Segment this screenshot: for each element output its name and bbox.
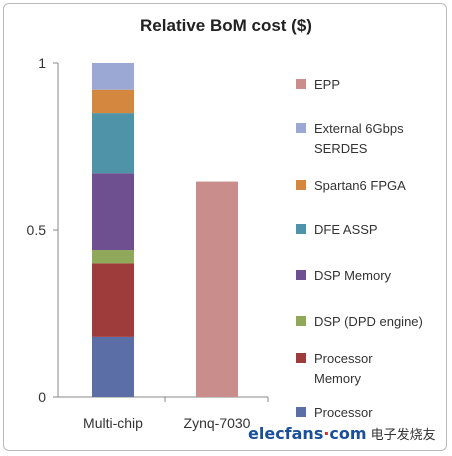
legend-swatch <box>296 270 306 280</box>
bar-segment-processor-memory <box>92 263 134 337</box>
legend-label: Processor <box>314 405 373 420</box>
watermark-cn: 电子发烧友 <box>370 428 436 443</box>
watermark-brand: elecfans <box>248 424 324 443</box>
legend-swatch <box>296 353 306 363</box>
legend-label: DFE ASSP <box>314 222 378 237</box>
legend-swatch <box>296 123 306 133</box>
y-tick-label: 1 <box>38 55 46 71</box>
x-category-label: Multi-chip <box>83 415 143 431</box>
watermark-suffix: com <box>329 424 367 443</box>
legend-swatch <box>296 316 306 326</box>
legend-label: External 6Gbps SERDES <box>314 121 404 156</box>
bar-segment-processor <box>92 336 134 397</box>
legend-label: DSP Memory <box>314 268 392 283</box>
legend-label: Processor Memory <box>314 351 373 386</box>
chart-title: Relative BoM cost ($) <box>140 16 312 35</box>
x-category-label: Zynq-7030 <box>184 415 251 431</box>
legend-label: EPP <box>314 77 340 92</box>
bar-segment-dsp-memory <box>92 173 134 251</box>
bar-segment-epp <box>196 181 238 397</box>
watermark: elecfans·com 电子发烧友 <box>248 424 436 443</box>
bar-segment-dsp-dpd-engine- <box>92 250 134 264</box>
bar-segment-external-6gbps-serdes <box>92 63 134 90</box>
bar-segment-spartan6-fpga <box>92 89 134 114</box>
legend-label: DSP (DPD engine) <box>314 314 423 329</box>
legend-label: Spartan6 FPGA <box>314 178 406 193</box>
y-tick-label: 0 <box>38 389 46 405</box>
bar-segment-dfe-assp <box>92 113 134 174</box>
watermark-dot: · <box>323 424 330 443</box>
legend-swatch <box>296 407 306 417</box>
legend-swatch <box>296 180 306 190</box>
legend-swatch <box>296 79 306 89</box>
y-tick-label: 0.5 <box>27 222 47 238</box>
legend-swatch <box>296 224 306 234</box>
